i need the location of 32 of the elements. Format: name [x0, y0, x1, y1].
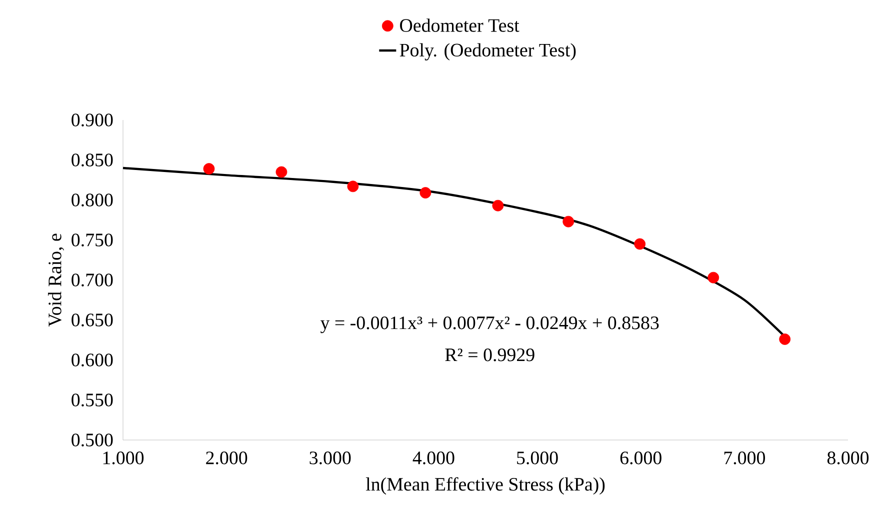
- point: [492, 200, 504, 212]
- point: [203, 163, 215, 174]
- annotation: R² = 0.9929: [445, 348, 534, 362]
- legend-label: Oedometer Test: [400, 18, 520, 32]
- point: [779, 334, 791, 345]
- y-tick-label: 0.850: [72, 154, 113, 166]
- x-tick-label: 4.000: [412, 452, 454, 464]
- y-tick-label: 0.650: [72, 314, 113, 326]
- x-tick-label: 3.000: [310, 452, 351, 464]
- y-axis-title: Void Raio, e: [48, 234, 64, 327]
- x-tick-label: 2.000: [206, 452, 248, 464]
- y-tick-label: 0.800: [72, 194, 113, 206]
- point: [634, 238, 646, 250]
- x-axis-title: ln(Mean Effective Stress (kPa)): [366, 477, 605, 495]
- point: [276, 166, 288, 178]
- y-tick-label: 0.900: [72, 114, 113, 126]
- y-tick-label: 0.700: [72, 274, 113, 286]
- y-tick-label: 0.550: [72, 394, 113, 406]
- x-tick-label: 7.000: [724, 452, 765, 464]
- x-tick-label: 6.000: [620, 452, 662, 464]
- point: [708, 272, 720, 284]
- point: [562, 216, 574, 228]
- point: [347, 180, 359, 192]
- x-tick-label: 1.000: [103, 452, 144, 464]
- y-tick-label: 0.750: [72, 234, 113, 246]
- x-tick-label: 5.000: [517, 452, 558, 464]
- annotation: y = -0.0011x³ + 0.0077x² - 0.0249x + 0.8583: [320, 316, 659, 334]
- y-tick-label: 0.500: [72, 434, 113, 446]
- y-tick-label: 0.600: [72, 354, 113, 366]
- legend-label: Poly. (Oedometer Test): [400, 43, 576, 60]
- x-tick-label: 8.000: [827, 452, 869, 464]
- point: [420, 187, 432, 198]
